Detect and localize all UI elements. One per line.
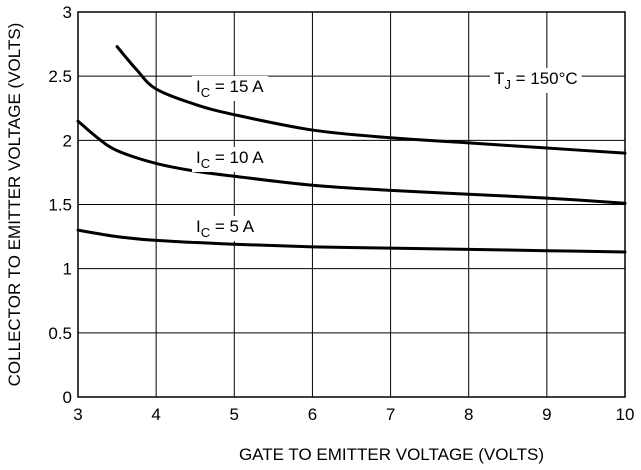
x-tick-label: 4 <box>151 405 160 424</box>
y-tick-label: 1 <box>63 260 72 279</box>
series-label-2-main: I <box>196 148 201 167</box>
series-label-2: IC = 10 A <box>196 148 264 171</box>
y-tick-label: 2.5 <box>48 67 72 86</box>
series-label-2-subscript: C <box>201 156 210 171</box>
series-label-3-main: I <box>196 217 201 236</box>
tick-labels: 3 4 5 6 7 8 9 10 0 0.5 1 1.5 2 2.5 3 <box>48 3 634 424</box>
series-label-1-subscript: C <box>201 85 210 100</box>
x-tick-label: 10 <box>616 405 635 424</box>
series-label-1-rest: = 15 A <box>210 77 264 96</box>
plot-frame <box>77 11 626 398</box>
temperature-annotation: TJ = 150°C <box>494 69 578 92</box>
series-label-3-rest: = 5 A <box>210 217 255 236</box>
y-tick-label: 1.5 <box>48 196 72 215</box>
series-label-1-main: I <box>196 77 201 96</box>
x-tick-label: 3 <box>73 405 82 424</box>
y-tick-label: 2 <box>63 131 72 150</box>
series-label-3-subscript: C <box>201 225 210 240</box>
series-line-3 <box>76 228 627 254</box>
series-label-2-background <box>192 147 269 172</box>
x-tick-label: 8 <box>464 405 473 424</box>
x-axis-label: GATE TO EMITTER VOLTAGE (VOLTS) <box>239 445 544 464</box>
series-label-2-rest: = 10 A <box>210 148 264 167</box>
series-label-1-background <box>192 76 269 101</box>
y-tick-label: 0.5 <box>48 324 72 343</box>
x-tick-label: 5 <box>230 405 239 424</box>
y-tick-label: 0 <box>63 388 72 407</box>
temperature-annotation-rest: = 150°C <box>511 69 578 88</box>
annotations: IC = 15 AIC = 10 AIC = 5 ATJ = 150°C <box>192 68 582 241</box>
x-tick-label: 6 <box>308 405 317 424</box>
series-line-2 <box>76 119 627 205</box>
series-label-1: IC = 15 A <box>196 77 264 100</box>
y-axis-label: COLLECTOR TO EMITTER VOLTAGE (VOLTS) <box>5 23 24 387</box>
series-label-3: IC = 5 A <box>196 217 255 240</box>
temperature-annotation-main: T <box>494 69 504 88</box>
series-group <box>76 45 627 254</box>
x-tick-label: 7 <box>386 405 395 424</box>
y-tick-label: 3 <box>63 3 72 22</box>
series-line-1 <box>115 45 627 155</box>
x-tick-label: 9 <box>542 405 551 424</box>
series-label-3-background <box>192 216 259 241</box>
temperature-annotation-subscript: J <box>504 77 511 92</box>
temperature-annotation-background <box>490 68 582 93</box>
